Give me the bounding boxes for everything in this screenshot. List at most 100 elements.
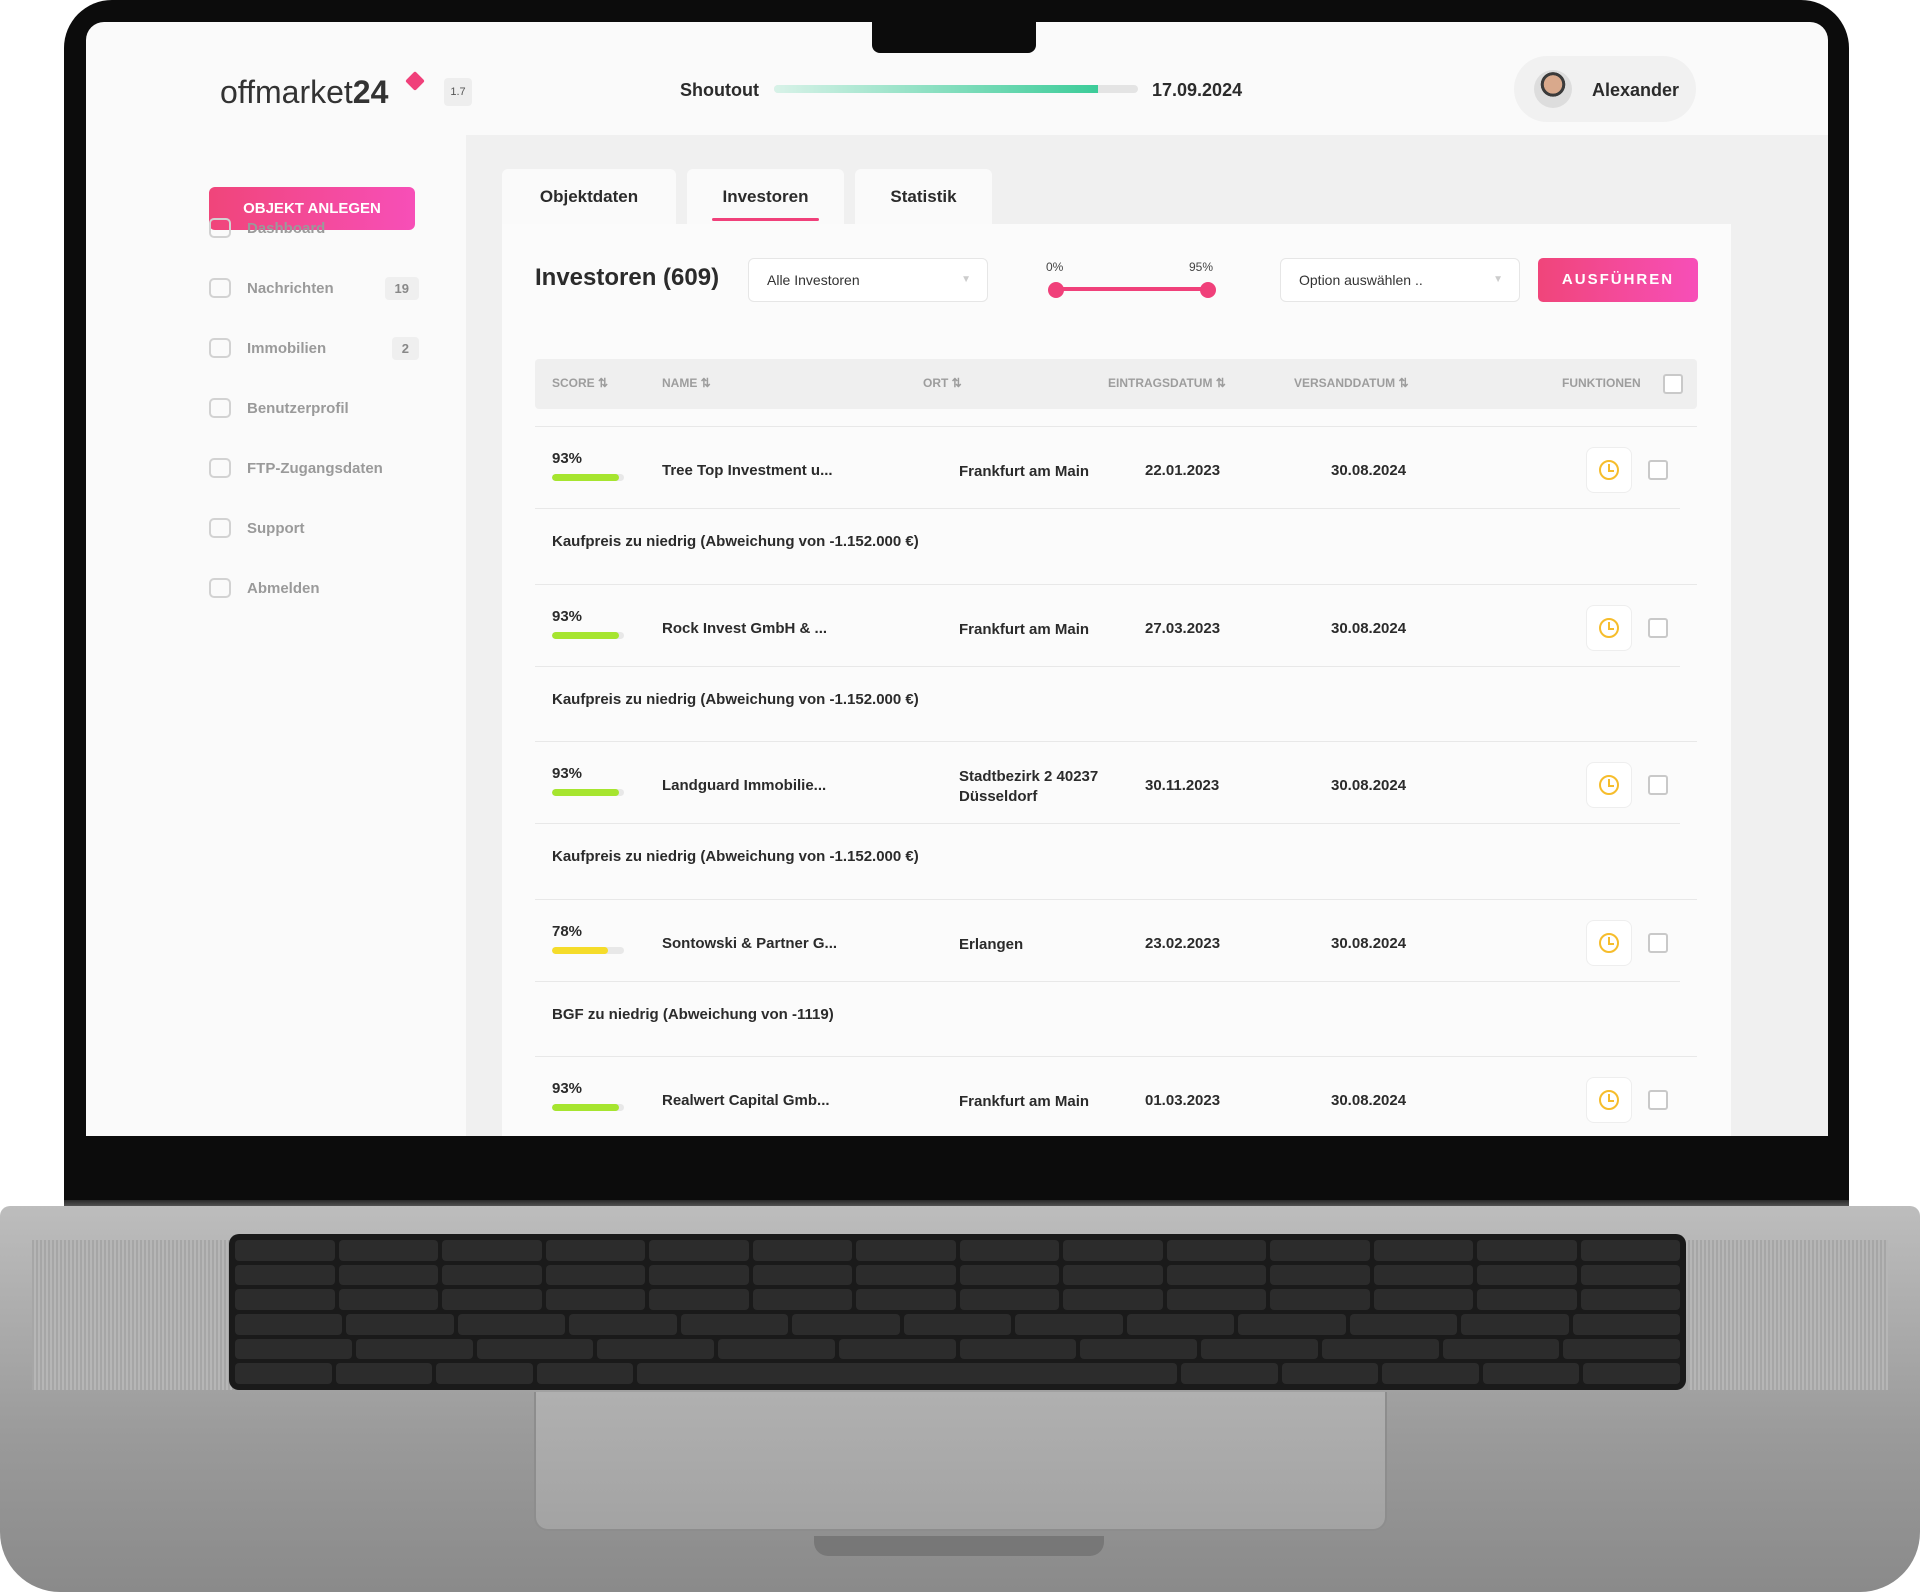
row-checkbox[interactable] [1648, 933, 1668, 953]
key [1238, 1313, 1346, 1335]
schedule-button[interactable] [1586, 605, 1632, 651]
server-icon [209, 458, 231, 478]
key [649, 1240, 749, 1261]
key [1166, 1240, 1266, 1261]
option-placeholder: Option auswählen .. [1299, 272, 1423, 288]
key [718, 1338, 835, 1360]
key [1201, 1338, 1318, 1360]
tab-label: Investoren [722, 187, 809, 206]
shoutout-progress [774, 85, 1138, 93]
option-select[interactable]: Option auswählen .. ▼ [1280, 258, 1520, 302]
row-divider [535, 899, 1697, 900]
score-bar-fill [552, 789, 619, 796]
score-bar-fill [552, 947, 609, 954]
trackpad [534, 1392, 1387, 1531]
slider-min-label: 0% [1046, 260, 1064, 274]
investor-name[interactable]: Landguard Immobilie... [662, 777, 827, 794]
schedule-button[interactable] [1586, 1077, 1632, 1123]
table-header [535, 359, 1697, 409]
profile-icon [209, 398, 231, 418]
key [1580, 1240, 1680, 1261]
sidebar-item-label: FTP-Zugangsdaten [247, 459, 383, 477]
sidebar-item-ftp-zugangsdaten[interactable]: FTP-Zugangsdaten [209, 453, 419, 483]
logout-icon [209, 578, 231, 598]
row-divider [535, 666, 1680, 667]
row-divider [535, 584, 1697, 585]
row-checkbox[interactable] [1648, 1090, 1668, 1110]
key [1461, 1313, 1569, 1335]
select-all-checkbox[interactable] [1663, 374, 1683, 394]
row-divider [535, 741, 1697, 742]
sidebar-item-nachrichten[interactable]: Nachrichten 19 [209, 273, 419, 303]
logo[interactable]: offmarket24 [220, 74, 388, 111]
header-name[interactable]: NAME ⇅ [662, 376, 711, 390]
key [1270, 1289, 1370, 1310]
tab-objektdaten[interactable]: Objektdaten [502, 169, 676, 229]
key [235, 1289, 335, 1310]
clock-icon [1599, 775, 1619, 795]
score-bar [552, 474, 624, 481]
investor-name[interactable]: Rock Invest GmbH & ... [662, 620, 828, 637]
row-checkbox[interactable] [1648, 460, 1668, 480]
slider-min-handle[interactable] [1048, 282, 1064, 298]
investor-name[interactable]: Tree Top Investment u... [662, 462, 833, 479]
header-eintragsdatum[interactable]: EINTRAGSDATUM ⇅ [1108, 376, 1226, 390]
tab-statistik[interactable]: Statistik [855, 169, 992, 229]
logo-mark-icon [405, 71, 425, 91]
investor-name[interactable]: Realwert Capital Gmb... [662, 1092, 830, 1109]
key [1063, 1289, 1163, 1310]
key [335, 1363, 433, 1384]
count-badge: 19 [384, 276, 419, 300]
speaker-grille-right [1688, 1240, 1888, 1390]
shoutout-label: Shoutout [680, 80, 759, 100]
key [959, 1338, 1077, 1360]
row-checkbox[interactable] [1648, 775, 1668, 795]
tab-investoren[interactable]: Investoren [687, 169, 844, 229]
key [476, 1338, 594, 1360]
score-bar [552, 947, 624, 954]
user-name[interactable]: Alexander [1592, 80, 1680, 100]
sidebar-item-immobilien[interactable]: Immobilien 2 [209, 333, 419, 363]
sidebar-item-abmelden[interactable]: Abmelden [209, 573, 419, 603]
schedule-button[interactable] [1586, 920, 1632, 966]
entry-date: 27.03.2023 [1145, 620, 1221, 637]
sidebar-item-benutzerprofil[interactable]: Benutzerprofil [209, 393, 419, 423]
sidebar-item-support[interactable]: Support [209, 513, 419, 543]
filter-value: Alle Investoren [767, 272, 860, 288]
investor-location: Erlangen [959, 936, 1024, 953]
header-score[interactable]: SCORE ⇅ [552, 376, 609, 390]
key [856, 1264, 956, 1286]
chevron-down-icon: ▼ [1493, 274, 1503, 285]
schedule-button[interactable] [1586, 447, 1632, 493]
key [338, 1289, 438, 1310]
key-row [235, 1313, 1681, 1335]
key [856, 1240, 956, 1261]
slider-max-handle[interactable] [1200, 282, 1216, 298]
clock-icon [1599, 460, 1619, 480]
header-ort[interactable]: ORT ⇅ [923, 376, 962, 390]
key [442, 1240, 542, 1261]
score-value: 93% [552, 608, 583, 625]
investor-location: Frankfurt am Main [959, 1093, 1090, 1110]
sidebar-item-dashboard[interactable]: Dashboard [209, 213, 419, 243]
key-row [235, 1240, 1680, 1261]
slider-fill [1056, 287, 1208, 291]
investor-filter-select[interactable]: Alle Investoren ▼ [748, 258, 988, 302]
score-value: 93% [552, 1080, 583, 1097]
key [1321, 1338, 1439, 1360]
create-object-button[interactable]: OBJEKT ANLEGEN [209, 187, 415, 230]
row-checkbox[interactable] [1648, 618, 1668, 638]
send-date: 30.08.2024 [1331, 462, 1407, 479]
row-divider [535, 1056, 1697, 1057]
score-range-slider[interactable] [1056, 287, 1216, 291]
schedule-button[interactable] [1586, 762, 1632, 808]
support-icon [209, 518, 231, 538]
run-button[interactable]: AUSFÜHREN [1538, 258, 1698, 302]
header-versanddatum[interactable]: VERSANDDATUM ⇅ [1294, 376, 1409, 390]
key [1442, 1338, 1560, 1360]
page-title: Investoren (609) [535, 264, 720, 291]
avatar[interactable] [1534, 70, 1572, 108]
key-row [235, 1363, 1680, 1384]
investor-name[interactable]: Sontowski & Partner G... [662, 935, 838, 952]
key [1270, 1264, 1370, 1286]
